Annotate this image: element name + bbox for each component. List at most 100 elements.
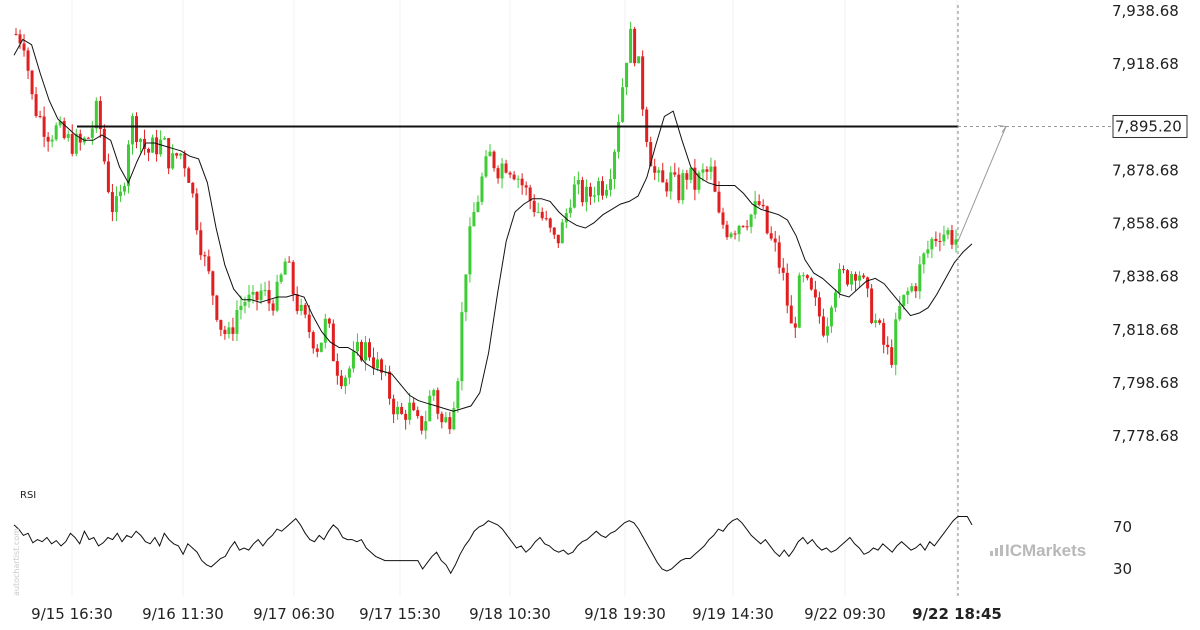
price-tick-label: 7,778.68 [1112, 427, 1179, 445]
candle-up [625, 62, 629, 88]
candle-up [323, 318, 327, 343]
candle-up [480, 176, 484, 202]
candle-up [850, 274, 854, 285]
candle-down [255, 291, 259, 301]
candle-down [733, 233, 737, 235]
candle-up [954, 239, 958, 245]
time-tick-label: 9/19 14:30 [692, 605, 774, 623]
candle-up [396, 406, 400, 415]
candle-down [870, 288, 874, 323]
current-time-label: 9/22 18:45 [912, 605, 1002, 623]
candle-up [460, 312, 464, 382]
price-tick-label: 7,858.68 [1112, 215, 1179, 233]
candle-down [934, 238, 938, 241]
candle-up [50, 139, 54, 142]
candle-down [135, 116, 139, 143]
candle-up [572, 184, 576, 208]
candle-down [765, 206, 769, 234]
price-tick-label: 7,878.68 [1112, 161, 1179, 179]
candle-down [327, 318, 331, 324]
candle-down [938, 240, 942, 242]
candle-up [837, 269, 841, 293]
candle-down [677, 174, 681, 201]
candle-up [516, 178, 520, 180]
candle-up [126, 144, 130, 187]
candle-up [946, 230, 950, 235]
time-tick-label: 9/18 19:30 [584, 605, 666, 623]
candle-down [14, 34, 18, 36]
candle-down [693, 167, 697, 190]
candle-down [661, 170, 665, 183]
candle-down [388, 371, 392, 399]
candle-down [886, 344, 890, 348]
grid-lines [71, 0, 958, 596]
candle-down [821, 316, 825, 336]
candle-down [854, 274, 858, 281]
candle-down [291, 262, 295, 295]
candle-up [432, 390, 436, 396]
candle-down [781, 267, 785, 273]
candle-down [102, 128, 106, 162]
candle-down [271, 303, 275, 311]
candle-up [621, 87, 625, 122]
candle-down [183, 153, 187, 169]
candle-down [890, 347, 894, 365]
candle-up [351, 351, 355, 369]
candle-down [862, 275, 866, 278]
candle-up [898, 306, 902, 320]
candle-up [58, 121, 62, 126]
candle-up [408, 402, 412, 420]
candle-up [560, 222, 564, 244]
candle-down [653, 166, 657, 173]
candle-up [94, 100, 98, 129]
candle-down [86, 137, 90, 139]
candle-up [163, 138, 167, 140]
icmarkets-logo: ICMarkets [990, 541, 1086, 560]
candle-up [906, 291, 910, 295]
candle-down [914, 286, 918, 292]
price-tick-label: 7,798.68 [1112, 374, 1179, 392]
candle-up [749, 214, 753, 227]
candle-down [436, 390, 440, 414]
time-axis: 9/15 16:30 9/16 11:30 9/17 06:30 9/17 15:30… [31, 605, 1002, 623]
candle-down [448, 417, 452, 430]
candle-up [464, 274, 468, 313]
candle-up [376, 359, 380, 369]
candle-down [339, 375, 343, 387]
logo-bar [1000, 545, 1003, 556]
icmarkets-logo-text: ICMarkets [1005, 541, 1086, 560]
candle-down [207, 256, 211, 272]
candle-down [532, 200, 536, 213]
candle-up [139, 138, 143, 143]
candle-up [737, 225, 741, 235]
candle-down [789, 305, 793, 324]
candle-up [122, 186, 126, 192]
candle-down [777, 242, 781, 268]
candle-up [259, 290, 263, 301]
candle-down [372, 357, 376, 369]
candle-up [874, 320, 878, 323]
candle-down [30, 70, 34, 95]
candle-up [319, 342, 323, 352]
candle-up [825, 326, 829, 336]
candle-down [167, 138, 171, 169]
candle-down [813, 289, 817, 298]
candle-down [633, 28, 637, 64]
candle-down [311, 332, 315, 349]
candle-up [564, 213, 568, 223]
candle-down [199, 230, 203, 256]
candle-down [809, 278, 813, 290]
candle-down [512, 174, 516, 180]
candle-up [456, 381, 460, 409]
candle-down [665, 182, 669, 192]
candle-up [118, 191, 122, 197]
candle-up [363, 342, 367, 361]
candle-down [520, 178, 524, 186]
candle-up [114, 196, 118, 213]
candle-up [596, 181, 600, 196]
candle-up [729, 233, 733, 238]
candle-down [70, 134, 74, 154]
candle-down [38, 116, 42, 118]
candle-down [223, 329, 227, 335]
